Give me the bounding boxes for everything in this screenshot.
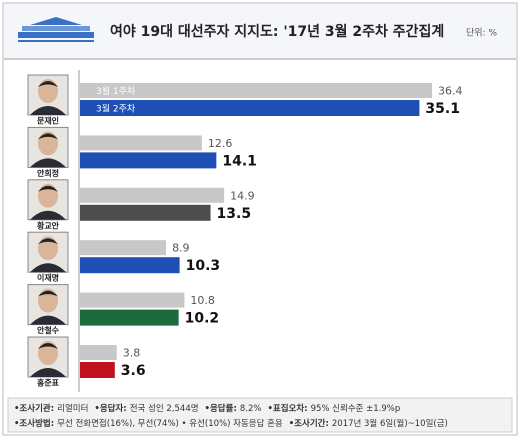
candidate-photo	[27, 179, 69, 221]
candidate-photo	[27, 284, 69, 326]
candidate-photo	[27, 336, 69, 378]
category-label: 홍준표	[37, 378, 60, 388]
value-label: 3.8	[123, 347, 141, 360]
value-label: 13.5	[217, 206, 252, 222]
bar	[80, 309, 179, 326]
photo-body	[30, 210, 66, 220]
value-label: 35.1	[425, 101, 460, 117]
unit-label: 단위: %	[466, 28, 497, 39]
legend-label: 3월 2주차	[96, 103, 136, 115]
footer-key: •조사기간:	[289, 418, 329, 429]
bar	[80, 187, 225, 203]
value-label: 14.9	[230, 189, 255, 202]
bar	[80, 100, 420, 116]
bar	[80, 135, 202, 151]
footer-value: 전국 성인 2,544명	[130, 403, 199, 414]
bar	[80, 292, 185, 308]
photo-hair	[38, 238, 58, 245]
photo-body	[30, 263, 66, 273]
candidate-photo	[27, 74, 69, 116]
bar	[80, 152, 217, 169]
photo-hair	[38, 343, 58, 349]
value-label: 12.6	[208, 137, 233, 150]
bar	[80, 204, 211, 221]
bar	[80, 345, 117, 360]
footer-line: •조사방법: 무선 전화면접(16%), 무선(74%) • 유선(10%) 자동…	[14, 418, 448, 429]
footer-key: •응답자:	[94, 403, 126, 414]
category-label: 황교안	[37, 220, 60, 230]
chart-title: 여야 19대 대선주자 지지도: '17년 3월 2주차 주간집계	[110, 23, 444, 40]
bar	[80, 257, 180, 274]
photo-body	[30, 158, 66, 168]
candidate-photo	[27, 231, 69, 273]
category-label: 안철수	[37, 325, 60, 335]
footer-key: •응답률:	[205, 403, 237, 414]
photo-body	[30, 368, 66, 377]
footer-value: 95% 신뢰수준 ±1.9%p	[311, 404, 401, 414]
value-label: 3.6	[121, 363, 146, 379]
photo-hair	[38, 133, 58, 140]
footer-bg	[7, 397, 513, 433]
photo-hair	[38, 81, 58, 87]
footer-key: •조사방법:	[14, 418, 54, 429]
photo-hair	[38, 290, 58, 297]
category-label: 안희정	[37, 168, 59, 178]
footer-value: 무선 전화면접(16%), 무선(74%) • 유선(10%) 자동응답 혼용	[57, 418, 283, 429]
value-label: 10.8	[190, 294, 215, 307]
candidate-photo	[27, 126, 69, 168]
footer-key: •조사기관:	[14, 403, 54, 414]
value-label: 14.1	[222, 153, 257, 169]
value-label: 10.3	[186, 258, 221, 274]
footer-key: •표집오차:	[267, 403, 307, 414]
photo-body	[30, 106, 66, 115]
footer-line: •조사기관: 리얼미터 •응답자: 전국 성인 2,544명 •응답률: 8.2% •표집오…	[14, 403, 400, 414]
category-label: 이재명	[37, 273, 59, 283]
footer-value: 8.2%	[240, 404, 262, 414]
photo-body	[30, 315, 66, 325]
footer-value: 리얼미터	[57, 403, 88, 414]
bar	[80, 362, 115, 378]
footer-value: 2017년 3월 6일(월)~10일(금)	[332, 418, 448, 429]
value-label: 10.2	[185, 311, 220, 327]
logo	[18, 17, 94, 42]
legend-label: 3월 1주차	[96, 85, 136, 97]
photo-hair	[38, 185, 58, 192]
value-label: 8.9	[172, 242, 190, 255]
bar	[80, 83, 432, 98]
value-label: 36.4	[438, 85, 463, 98]
category-label: 문재인	[37, 116, 59, 126]
bar	[80, 240, 167, 256]
